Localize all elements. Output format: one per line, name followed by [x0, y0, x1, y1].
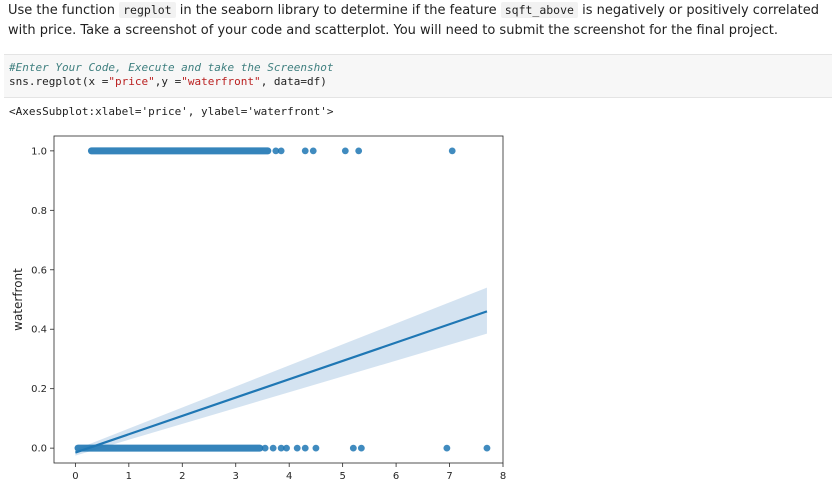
- x-tick-label: 5: [339, 471, 345, 482]
- scatter-point: [483, 444, 491, 452]
- y-tick-label: 0.6: [31, 265, 47, 276]
- instructions-code-sqft-above: sqft_above: [500, 2, 578, 18]
- y-tick-label: 0.2: [31, 384, 47, 395]
- code-cell[interactable]: #Enter Your Code, Execute and take the S…: [4, 54, 832, 98]
- code-comment: #Enter Your Code, Execute and take the S…: [9, 61, 334, 74]
- code-mid: ,y =: [154, 75, 182, 88]
- x-tick-label: 8: [500, 471, 506, 482]
- instructions-text: Use the function regplot in the seaborn …: [8, 0, 826, 41]
- scatter-point: [349, 444, 357, 452]
- scatter-point: [277, 444, 285, 452]
- y-tick-label: 0.8: [31, 206, 47, 217]
- scatter-point: [448, 147, 456, 155]
- x-tick-label: 6: [393, 471, 399, 482]
- code-string-y: "waterfront": [181, 75, 261, 88]
- scatter-point: [443, 444, 451, 452]
- confidence-band: [75, 287, 487, 456]
- scatter-point: [269, 444, 277, 452]
- scatter-point: [312, 444, 320, 452]
- x-tick-label: 0: [72, 471, 78, 482]
- scatter-point: [283, 444, 290, 452]
- code-prefix: sns.regplot(x =: [9, 75, 109, 88]
- y-tick-label: 0.4: [31, 325, 47, 336]
- code-suffix: , data=df): [260, 75, 327, 88]
- scatter-point: [355, 147, 363, 155]
- scatter-point: [309, 147, 317, 155]
- instructions-part3: is negatively or positively correlated w…: [8, 3, 819, 38]
- scatter-point: [272, 147, 280, 155]
- scatter-point: [357, 444, 365, 452]
- plot-frame: [53, 135, 504, 464]
- instructions-part2: in the seaborn library to determine if t…: [175, 3, 501, 18]
- scatter-point: [293, 444, 301, 452]
- x-tick-label: 7: [446, 471, 452, 482]
- scatter-point: [301, 147, 309, 155]
- regression-line: [75, 310, 488, 454]
- x-tick-label: 3: [233, 471, 239, 482]
- x-tick-label: 2: [179, 471, 185, 482]
- y-tick-label: 1.0: [31, 146, 47, 157]
- x-tick-label: 1: [126, 471, 132, 482]
- y-tick-label: 0.0: [31, 444, 47, 455]
- x-tick-label: 4: [286, 471, 292, 482]
- scatter-point: [261, 444, 269, 452]
- code-line-call: sns.regplot(x ="price",y ="waterfront", …: [4, 75, 832, 89]
- y-axis-label: waterfront: [11, 268, 25, 331]
- scatter-point: [341, 147, 349, 155]
- cell-output-text: <AxesSubplot:xlabel='price', ylabel='wat…: [9, 105, 334, 118]
- scatter-point: [301, 444, 309, 452]
- instructions-code-regplot: regplot: [119, 2, 176, 18]
- code-line-comment: #Enter Your Code, Execute and take the S…: [4, 61, 832, 75]
- code-string-x: "price": [108, 75, 155, 88]
- scatter-point: [277, 147, 285, 155]
- instructions-part1: Use the function: [8, 3, 120, 18]
